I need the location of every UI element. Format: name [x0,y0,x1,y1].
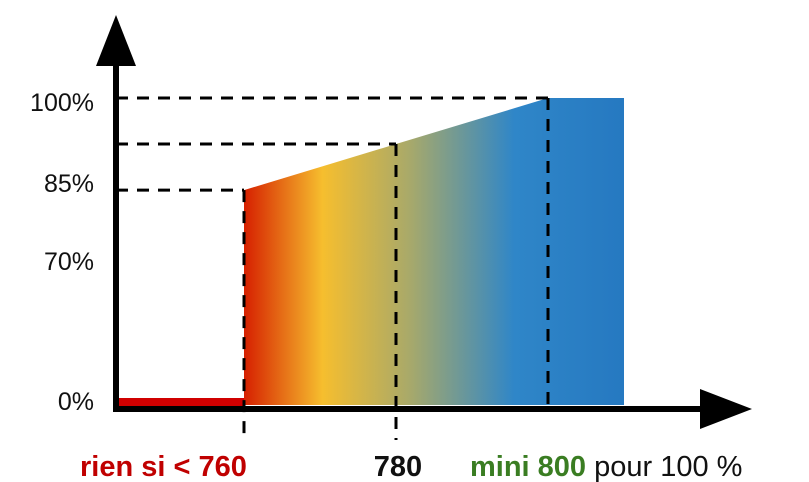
y-axis [96,15,136,412]
y-tick-70: 70% [44,248,94,276]
x-axis [113,389,752,429]
guide-lines [116,96,550,440]
y-tick-100: 100% [30,89,94,117]
y-axis-arrow [96,15,136,66]
x-annotation-780: 780 [374,451,422,482]
zero-segment [119,398,244,407]
x-annotation-760: rien si < 760 [80,451,247,482]
y-tick-85: 85% [44,170,94,198]
x-axis-arrow [700,389,752,429]
coverage-area [244,98,624,405]
x-annotation-800: mini 800 pour 100 % [470,451,742,482]
y-tick-0: 0% [58,388,94,416]
